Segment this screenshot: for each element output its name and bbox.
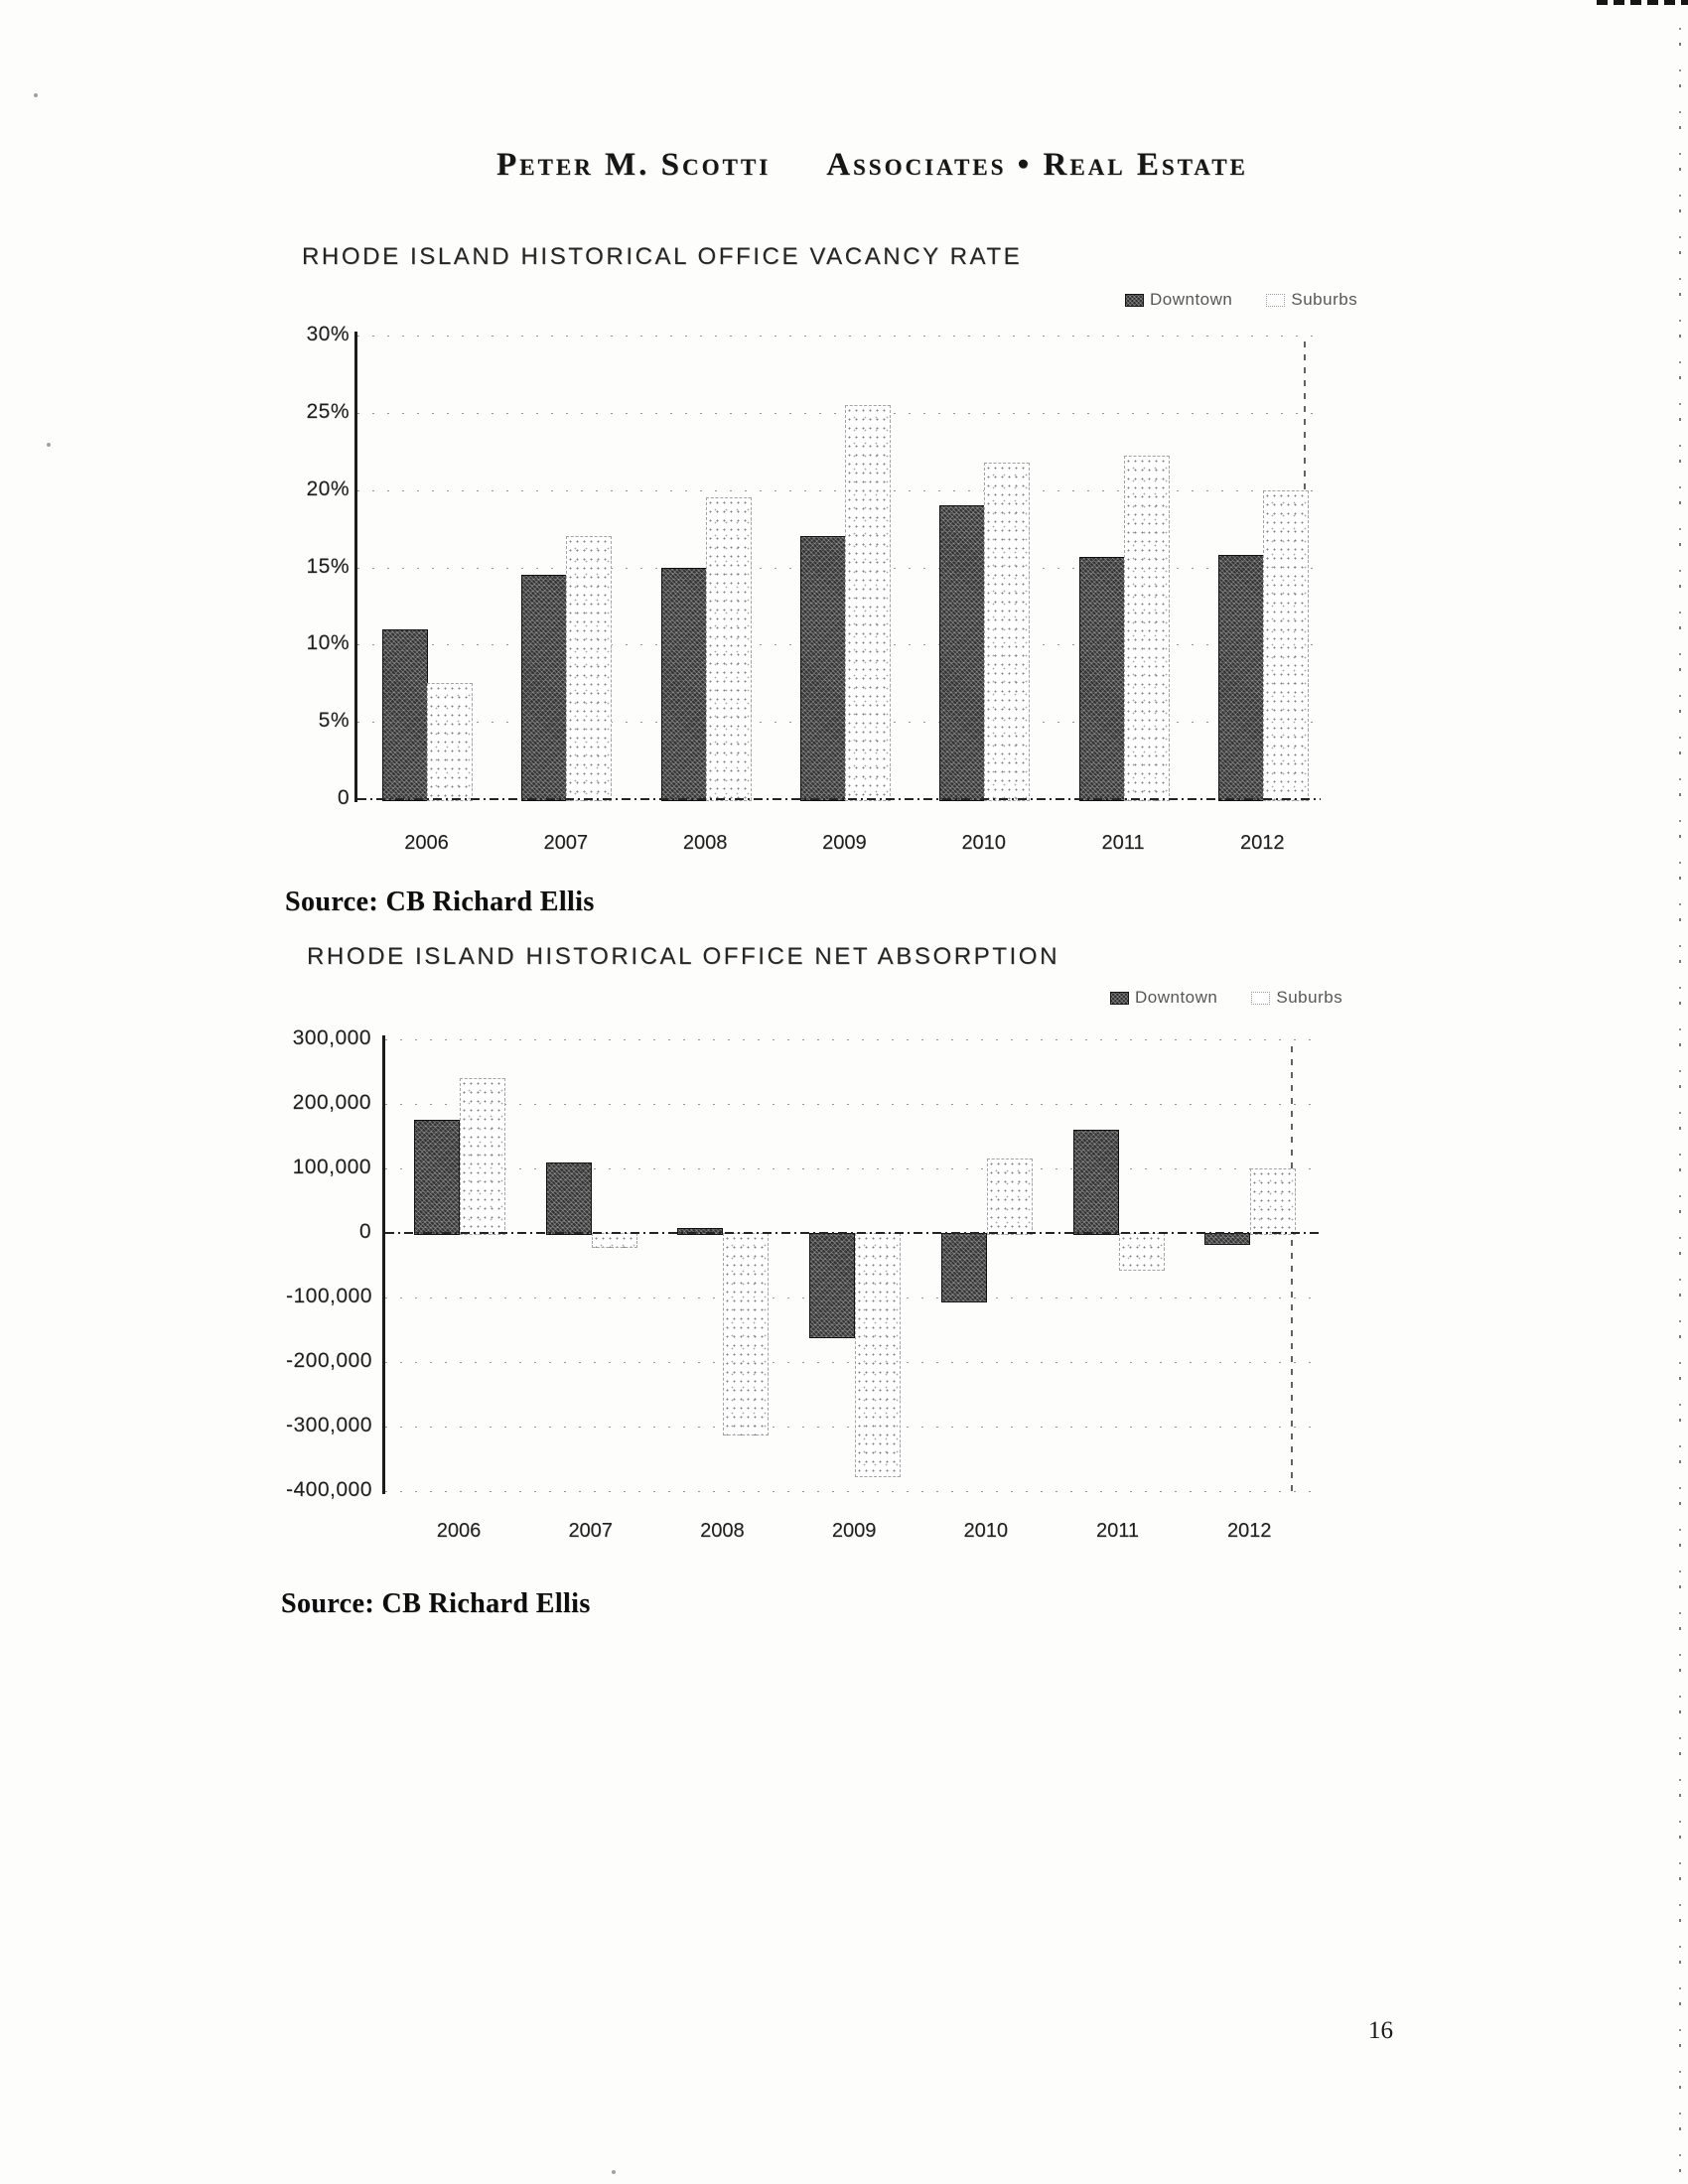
gridline--200,000 (385, 1362, 1321, 1363)
bar-suburbs-2010 (986, 1159, 1033, 1235)
x-label-2008: 2008 (700, 1520, 745, 1542)
downtown-legend-swatch (1110, 991, 1129, 1005)
bar-suburbs-2007 (566, 536, 613, 801)
bar-downtown-2007 (545, 1161, 592, 1235)
bar-downtown-2011 (1078, 556, 1125, 801)
bar-downtown-2009 (809, 1233, 856, 1338)
gridline--400,000 (385, 1491, 1321, 1492)
y-axis-line (354, 332, 357, 802)
gridline-300,000 (385, 1039, 1321, 1040)
y-tick-200,000: 200,000 (292, 1091, 371, 1114)
source-line-2: Source: CB Richard Ellis (281, 1588, 591, 1619)
company-suffix: Associates • Real Estate (826, 147, 1248, 183)
x-label-2006: 2006 (436, 1520, 482, 1542)
bar-downtown-2007 (521, 575, 568, 801)
y-tick-0: 0 (337, 786, 350, 809)
bar-suburbs-2010 (984, 462, 1031, 801)
gridline--300,000 (385, 1427, 1321, 1428)
downtown-legend-label: Downtown (1135, 988, 1218, 1007)
scan-artifact-speck (34, 93, 38, 97)
scan-artifact-top-dashes (1597, 0, 1688, 5)
x-label-2012: 2012 (1226, 1520, 1272, 1542)
y-tick--300,000: -300,000 (286, 1414, 372, 1436)
y-tick--400,000: -400,000 (286, 1478, 372, 1501)
bar-downtown-2006 (382, 628, 428, 801)
gridline-25% (357, 412, 1321, 414)
gridline-30% (357, 336, 1321, 337)
suburbs-legend-label: Suburbs (1276, 988, 1343, 1007)
bar-suburbs-2009 (844, 405, 891, 801)
y-tick--100,000: -100,000 (286, 1285, 372, 1307)
scan-artifact-speck (47, 443, 51, 447)
zero-baseline (357, 798, 1321, 800)
bar-downtown-2010 (939, 505, 986, 801)
x-label-2010: 2010 (961, 832, 1006, 854)
scan-artifact-right-dotted-line (1679, 8, 1681, 2172)
zero-baseline (385, 1232, 1321, 1234)
y-axis-line (382, 1035, 385, 1494)
bar-suburbs-2011 (1123, 456, 1170, 801)
downtown-legend-swatch (1125, 293, 1144, 307)
downtown-legend-label: Downtown (1150, 290, 1233, 309)
page-number: 16 (1368, 2017, 1393, 2044)
suburbs-legend-label: Suburbs (1291, 290, 1358, 309)
gridline-20% (357, 489, 1321, 491)
y-tick--200,000: -200,000 (286, 1349, 372, 1372)
x-label-2007: 2007 (543, 832, 589, 854)
x-label-2011: 2011 (1101, 832, 1145, 854)
x-label-2009: 2009 (822, 832, 867, 854)
company-letterhead: Peter M. Scotti Associates • Real Estate (496, 147, 1251, 184)
y-tick-5%: 5% (318, 709, 350, 733)
suburbs-legend-swatch (1251, 991, 1271, 1005)
bar-suburbs-2007 (591, 1233, 637, 1248)
bar-suburbs-2008 (705, 497, 752, 801)
bar-downtown-2008 (677, 1227, 724, 1235)
y-tick-0: 0 (358, 1220, 371, 1243)
y-tick-100,000: 100,000 (292, 1156, 371, 1178)
vacancy-rate-bar-chart: 30% 25% 20% 15% 10% 5% 0 2006 2007 2008 2009 2010 20… (306, 323, 1321, 854)
bar-downtown-2010 (940, 1233, 987, 1303)
y-tick-10%: 10% (306, 631, 350, 655)
absorption-chart-title: RHODE ISLAND HISTORICAL OFFICE NET ABSOR… (307, 943, 1060, 970)
y-tick-300,000: 300,000 (292, 1026, 371, 1049)
x-label-2007: 2007 (568, 1520, 613, 1542)
bar-downtown-2008 (660, 567, 707, 801)
bar-suburbs-2006 (460, 1078, 505, 1235)
gridline-100,000 (385, 1168, 1321, 1169)
bar-downtown-2012 (1204, 1233, 1251, 1245)
x-label-2012: 2012 (1240, 832, 1285, 854)
net-absorption-bar-chart: 300,000 200,000 100,000 0 -100,000 -200,000 -3… (286, 1026, 1321, 1542)
vacancy-chart-title: RHODE ISLAND HISTORICAL OFFICE VACANCY R… (302, 243, 1023, 270)
suburbs-legend-swatch (1266, 293, 1286, 307)
x-label-2006: 2006 (404, 832, 449, 854)
absorption-chart-legend: Downtown Suburbs (1110, 988, 1342, 1008)
x-label-2010: 2010 (963, 1520, 1009, 1542)
scan-artifact-speck (612, 2170, 616, 2174)
company-name: Peter M. Scotti (496, 147, 772, 183)
bar-downtown-2006 (414, 1120, 460, 1235)
source-line-1: Source: CB Richard Ellis (285, 887, 595, 917)
bar-suburbs-2008 (723, 1233, 770, 1435)
y-tick-25%: 25% (306, 399, 350, 423)
x-label-2009: 2009 (831, 1520, 877, 1542)
plot-right-border (1291, 1039, 1293, 1491)
bar-suburbs-2012 (1262, 489, 1309, 801)
y-tick-30%: 30% (306, 323, 350, 345)
bar-suburbs-2012 (1250, 1168, 1297, 1235)
bar-downtown-2012 (1217, 555, 1264, 801)
x-label-2008: 2008 (682, 832, 728, 854)
vacancy-chart-legend: Downtown Suburbs (1125, 290, 1357, 310)
gridline-200,000 (385, 1104, 1321, 1105)
bar-suburbs-2011 (1118, 1233, 1165, 1271)
bar-downtown-2009 (799, 536, 846, 801)
y-tick-20%: 20% (306, 477, 350, 500)
bar-downtown-2011 (1072, 1130, 1119, 1235)
y-tick-15%: 15% (306, 554, 350, 578)
x-label-2011: 2011 (1095, 1520, 1139, 1542)
bar-suburbs-2009 (855, 1233, 902, 1477)
bar-suburbs-2006 (427, 683, 473, 801)
